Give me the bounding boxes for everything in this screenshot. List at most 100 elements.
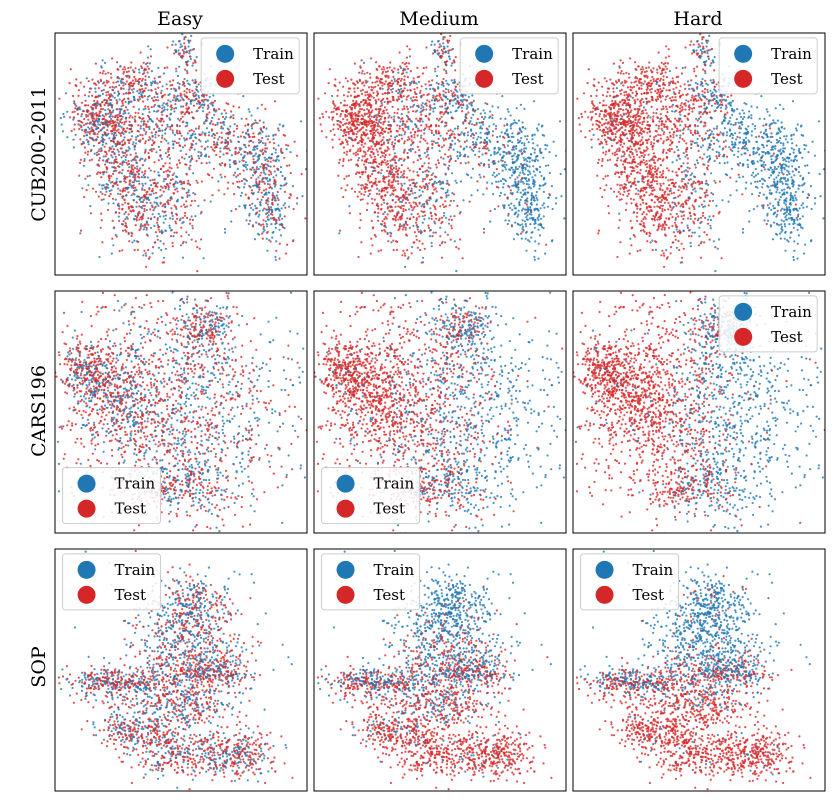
test-point <box>289 193 292 196</box>
test-point <box>378 162 381 165</box>
test-point <box>283 156 286 159</box>
test-point <box>363 193 366 196</box>
test-point <box>364 190 367 193</box>
test-point <box>121 68 124 71</box>
test-point <box>382 136 385 139</box>
train-point <box>261 141 264 145</box>
test-point <box>386 112 389 115</box>
test-point <box>252 132 255 135</box>
test-point <box>236 152 239 155</box>
train-point <box>544 143 547 147</box>
test-point <box>120 121 124 124</box>
train-point <box>301 195 304 198</box>
test-point <box>105 153 108 156</box>
train-point <box>516 157 520 160</box>
test-point <box>284 206 287 209</box>
train-point <box>367 161 370 164</box>
test-point <box>378 65 381 68</box>
test-point <box>265 166 268 169</box>
test-point <box>390 69 394 72</box>
train-point <box>127 146 130 149</box>
train-point <box>142 123 145 127</box>
test-point <box>386 146 389 149</box>
test-point <box>171 83 174 87</box>
test-point <box>133 166 136 170</box>
test-point <box>183 214 187 217</box>
train-point <box>149 138 152 141</box>
test-point <box>111 119 114 122</box>
train-point <box>258 233 261 236</box>
test-point <box>421 72 424 75</box>
test-point <box>425 155 428 158</box>
test-point <box>172 87 176 90</box>
test-point <box>522 229 525 232</box>
test-point <box>284 134 287 137</box>
train-point <box>132 198 135 202</box>
train-point <box>107 108 110 111</box>
test-point <box>129 170 132 173</box>
test-point <box>173 94 176 97</box>
test-point <box>110 130 113 133</box>
test-point <box>160 119 163 122</box>
test-point <box>192 139 195 142</box>
train-point <box>524 135 527 138</box>
train-point <box>256 122 259 125</box>
train-point <box>277 144 280 147</box>
test-point <box>161 210 164 213</box>
test-point <box>200 99 203 102</box>
train-point <box>536 129 539 132</box>
test-point <box>178 161 181 165</box>
test-point <box>424 83 427 86</box>
train-point <box>536 159 540 162</box>
train-point <box>471 140 475 144</box>
test-point <box>182 105 185 108</box>
test-point <box>188 148 191 151</box>
train-point <box>157 204 160 207</box>
test-point <box>146 120 149 123</box>
train-point <box>439 134 442 137</box>
test-point <box>74 107 77 110</box>
train-point <box>512 148 515 151</box>
test-point <box>367 111 370 114</box>
test-point <box>356 150 359 153</box>
train-point <box>79 232 82 235</box>
test-point <box>383 156 386 159</box>
train-point <box>174 180 177 183</box>
train-point <box>409 150 412 153</box>
test-point <box>255 168 258 171</box>
train-point <box>246 163 249 167</box>
test-point <box>489 209 492 213</box>
test-point <box>340 121 343 124</box>
test-point <box>247 144 250 147</box>
test-point <box>418 149 421 152</box>
test-point <box>423 185 427 188</box>
test-point <box>381 104 384 107</box>
test-point <box>198 101 201 104</box>
train-point <box>179 149 182 152</box>
train-point <box>179 46 182 49</box>
train-point <box>195 93 198 96</box>
train-point <box>495 124 498 128</box>
test-point <box>291 240 295 243</box>
test-point <box>360 92 363 95</box>
test-point <box>143 172 146 175</box>
test-point <box>174 220 177 223</box>
test-point <box>398 84 401 87</box>
test-point <box>329 129 332 133</box>
train-point <box>478 150 481 153</box>
train-point <box>230 154 233 157</box>
test-point <box>141 134 144 137</box>
test-point <box>381 288 383 290</box>
test-point <box>242 169 245 172</box>
train-point <box>484 141 487 144</box>
test-point <box>342 94 346 97</box>
test-point <box>336 89 339 92</box>
train-point <box>271 196 274 199</box>
train-point <box>525 218 529 221</box>
test-point <box>397 108 400 111</box>
test-point <box>433 220 436 223</box>
train-point <box>519 198 522 201</box>
train-point <box>525 163 528 166</box>
test-point <box>415 218 418 221</box>
